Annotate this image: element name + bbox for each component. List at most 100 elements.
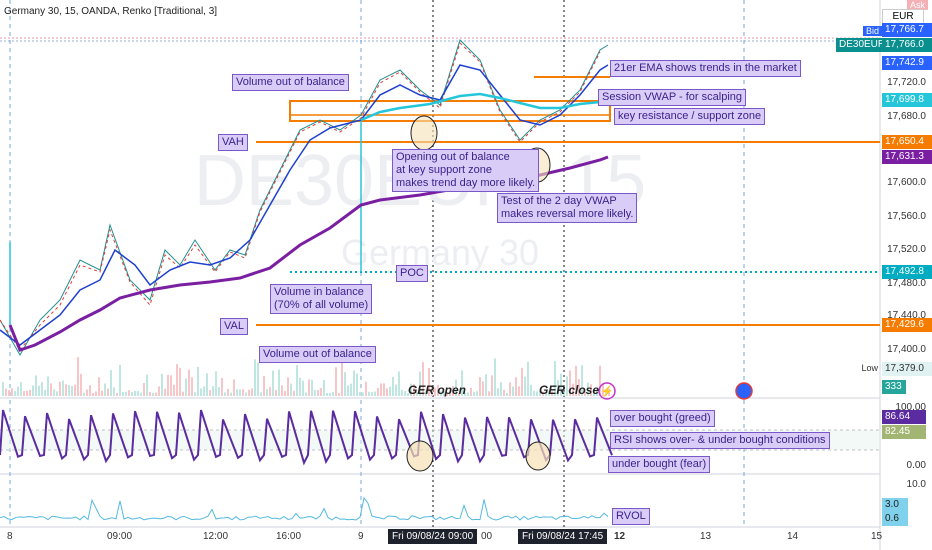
volume-bar bbox=[383, 383, 385, 396]
volume-bar bbox=[476, 391, 478, 396]
volume-bar bbox=[254, 359, 256, 396]
volume-bar bbox=[47, 376, 49, 396]
volume-bar bbox=[407, 392, 409, 396]
volume-bar bbox=[167, 374, 169, 396]
volume-bar bbox=[203, 386, 205, 396]
x-tick-1: 09:00 bbox=[107, 531, 133, 542]
volume-bar bbox=[314, 390, 316, 396]
x-tick-2: 12:00 bbox=[203, 531, 229, 542]
renko-red-line bbox=[0, 42, 601, 351]
volume-bar bbox=[425, 390, 427, 396]
y-tick-7: 17,400.0 bbox=[887, 344, 926, 355]
volume-bar bbox=[164, 388, 166, 396]
volume-bar bbox=[539, 391, 541, 396]
volume-bar bbox=[584, 390, 586, 396]
rsi-tag-1: 86.64 bbox=[882, 410, 926, 424]
volume-bar bbox=[158, 386, 160, 396]
rsi-tick-100: 100.00 bbox=[895, 402, 926, 413]
session-vwap-line bbox=[360, 92, 609, 122]
volume-bar bbox=[263, 375, 265, 396]
price-tag-ema: 17,742.9 bbox=[882, 56, 932, 70]
volume-bar bbox=[23, 391, 25, 396]
volume-bar bbox=[365, 381, 367, 396]
volume-bar bbox=[521, 367, 523, 396]
volume-bar bbox=[443, 391, 445, 396]
y-tick-5: 17,480.0 bbox=[887, 278, 926, 289]
volume-bar bbox=[11, 388, 13, 396]
svg-text:⚡: ⚡ bbox=[600, 385, 614, 398]
volume-bar bbox=[389, 386, 391, 396]
volume-bar bbox=[146, 374, 148, 396]
volume-bar bbox=[494, 358, 496, 396]
price-tag-last: 17,766.0 bbox=[882, 38, 932, 52]
x-tick-3: 16:00 bbox=[276, 531, 302, 542]
volume-bar bbox=[182, 391, 184, 396]
volume-bar bbox=[266, 389, 268, 396]
volume-bar bbox=[14, 390, 16, 396]
annotation-opening: Opening out of balance at key support zo… bbox=[392, 149, 540, 192]
volume-bar bbox=[581, 365, 583, 396]
volume-bar bbox=[485, 374, 487, 396]
volume-bar bbox=[5, 388, 7, 396]
volume-bar bbox=[2, 381, 4, 396]
volume-bar bbox=[65, 384, 67, 396]
volume-bar bbox=[467, 392, 469, 396]
volume-bar bbox=[179, 367, 181, 396]
volume-bar bbox=[440, 391, 442, 396]
volume-bar bbox=[110, 370, 112, 396]
volume-bar bbox=[299, 377, 301, 396]
volume-bar bbox=[353, 370, 355, 396]
watermark-name: Germany 30 bbox=[341, 232, 539, 273]
y-tick-2: 17,600.0 bbox=[887, 177, 926, 188]
volume-bar bbox=[269, 387, 271, 396]
volume-bar bbox=[488, 391, 490, 396]
volume-bar bbox=[473, 391, 475, 396]
annotation-overbought: over bought (greed) bbox=[610, 410, 715, 427]
volume-bar bbox=[53, 389, 55, 396]
volume-bar bbox=[515, 377, 517, 396]
volume-bar bbox=[533, 390, 535, 396]
annotation-test-2day: Test of the 2 day VWAP makes reversal mo… bbox=[497, 193, 638, 223]
price-tag-poc: 17,492.8 bbox=[882, 265, 932, 279]
volume-bar bbox=[332, 391, 334, 396]
ger-close-label: GER close bbox=[539, 383, 600, 397]
volume-bar bbox=[68, 385, 70, 396]
volume-bar bbox=[71, 385, 73, 396]
volume-bar bbox=[209, 390, 211, 396]
volume-bar bbox=[422, 362, 424, 396]
volume-bar bbox=[551, 391, 553, 396]
ema-line bbox=[0, 64, 609, 346]
annotation-key-zone: key resistance / support zone bbox=[614, 108, 766, 125]
volume-bar bbox=[323, 380, 325, 396]
volume-bar bbox=[338, 392, 340, 396]
rsi-line bbox=[0, 409, 613, 466]
volume-bar bbox=[368, 391, 370, 396]
x-tick-10: 15 bbox=[871, 531, 883, 542]
volume-bar bbox=[122, 391, 124, 396]
volume-bar bbox=[98, 377, 100, 396]
annotation-underbought: under bought (fear) bbox=[608, 456, 711, 473]
volume-bar bbox=[26, 390, 28, 396]
chart-header-title: Germany 30, 15, OANDA, Renko [Traditiona… bbox=[4, 6, 218, 17]
volume-bar bbox=[17, 386, 19, 396]
x-tick-7: 12 bbox=[614, 531, 626, 542]
volume-bar bbox=[344, 372, 346, 396]
volume-bar bbox=[308, 379, 310, 396]
volume-bar bbox=[224, 392, 226, 396]
volume-bar bbox=[497, 388, 499, 396]
price-tag-vah: 17,650.4 bbox=[882, 135, 932, 149]
rvol-tag-1: 3.0 bbox=[882, 498, 908, 512]
volume-bar bbox=[518, 386, 520, 396]
volume-bar bbox=[587, 382, 589, 396]
volume-bar bbox=[599, 365, 601, 396]
volume-bar bbox=[95, 391, 97, 396]
annotation-vah: VAH bbox=[218, 134, 248, 151]
symbol-tag: DE30EUR bbox=[836, 38, 885, 52]
renko-price-line bbox=[0, 39, 609, 357]
ger-open-label: GER open bbox=[408, 383, 467, 397]
volume-bar bbox=[398, 371, 400, 396]
volume-bar bbox=[206, 373, 208, 396]
annotation-val: VAL bbox=[220, 318, 248, 335]
volume-bar bbox=[173, 384, 175, 396]
